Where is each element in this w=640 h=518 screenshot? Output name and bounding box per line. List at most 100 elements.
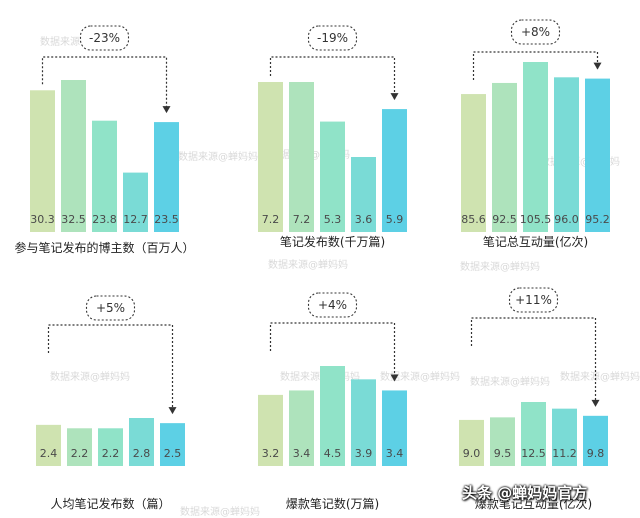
chart-watermark: 数据来源@蝉妈妈 xyxy=(560,370,640,383)
change-bracket xyxy=(41,56,168,113)
bar xyxy=(382,109,407,232)
change-bracket xyxy=(472,51,599,80)
bar xyxy=(61,80,86,232)
bottom-watermark: 头条 @蝉妈妈官方 xyxy=(462,484,588,502)
bar-value-label: 12.7 xyxy=(123,213,148,226)
bar xyxy=(92,120,117,232)
change-bracket xyxy=(269,322,396,381)
bar xyxy=(382,390,407,466)
change-value: -23% xyxy=(89,31,120,45)
bar xyxy=(583,415,608,466)
change-badge xyxy=(508,287,559,313)
change-value: -19% xyxy=(317,31,348,45)
bar xyxy=(490,417,515,466)
bar xyxy=(351,379,376,466)
bar-value-label: 23.8 xyxy=(92,213,117,226)
change-badge xyxy=(85,295,136,321)
chart-title: 爆款笔记数(万篇) xyxy=(286,496,379,511)
chart-watermark: 数据来源@蝉妈妈 xyxy=(178,150,258,163)
bar-value-label: 32.5 xyxy=(61,213,86,226)
change-value: +5% xyxy=(96,301,125,315)
bar-value-label: 3.9 xyxy=(355,447,373,460)
bar xyxy=(492,82,517,232)
chart-watermark: 数据来源@蝉妈妈 xyxy=(268,258,348,271)
bar-value-label: 85.6 xyxy=(461,213,486,226)
bar xyxy=(289,390,314,466)
change-arrow-head xyxy=(593,62,602,70)
change-badge xyxy=(307,292,358,318)
chart-title: 人均笔记发布数（篇） xyxy=(50,496,170,511)
change-badge xyxy=(307,25,358,51)
chart-title: 笔记发布数(千万篇) xyxy=(280,234,385,249)
bar xyxy=(585,78,610,232)
bar xyxy=(459,419,484,466)
bar-value-label: 2.8 xyxy=(133,447,151,460)
bar xyxy=(129,418,154,466)
bar-value-label: 2.5 xyxy=(164,447,182,460)
bar-value-label: 92.5 xyxy=(492,213,517,226)
change-value: +8% xyxy=(521,25,550,39)
bar xyxy=(554,77,579,232)
chart-watermark: 数据来源@蝉妈妈 xyxy=(180,505,260,518)
bar-value-label: 7.2 xyxy=(293,213,311,226)
bar xyxy=(320,121,345,232)
bar-value-label: 12.5 xyxy=(521,447,546,460)
chart-watermark: 数据来源@蝉妈妈 xyxy=(470,375,550,388)
chart-watermark: 数据来源@蝉妈妈 xyxy=(380,370,460,383)
bar xyxy=(351,157,376,232)
bar-value-label: 7.2 xyxy=(262,213,280,226)
bar-value-label: 3.2 xyxy=(262,447,280,460)
chart-watermark: 数据来源@蝉妈妈 xyxy=(50,370,130,383)
chart-panel-6: 数据来源@蝉妈妈 数据来源@蝉妈妈 9.0 9.5 12.5 11.2 9.8 +11% 爆款笔… xyxy=(459,287,640,511)
bar xyxy=(523,62,548,232)
bar-value-label: 11.2 xyxy=(552,447,577,460)
change-value: +4% xyxy=(318,298,347,312)
bar xyxy=(160,423,185,466)
change-badge xyxy=(510,19,561,45)
change-arrow-head xyxy=(390,374,399,382)
change-arrow-head xyxy=(591,399,600,407)
bar-value-label: 9.8 xyxy=(587,447,605,460)
bar-value-label: 2.4 xyxy=(40,447,58,460)
bar-value-label: 23.5 xyxy=(154,213,179,226)
chart-title: 笔记总互动量(亿次) xyxy=(483,234,588,249)
bar xyxy=(123,172,148,232)
bar-value-label: 30.3 xyxy=(30,213,55,226)
chart-title: 爆款笔记互动量(亿次) xyxy=(475,496,592,511)
chart-watermark: 数据来源@蝉妈妈 xyxy=(460,260,540,273)
change-arrow-head xyxy=(168,407,177,415)
bar xyxy=(289,82,314,232)
bar xyxy=(320,366,345,466)
change-bracket xyxy=(470,317,597,406)
bar xyxy=(30,90,55,232)
bar xyxy=(461,94,486,233)
bar-value-label: 9.5 xyxy=(494,447,512,460)
bar-value-label: 3.4 xyxy=(293,447,311,460)
change-arrow-head xyxy=(162,106,171,114)
change-value: +11% xyxy=(515,293,552,307)
chart-panel-2: 数据来源@蝉妈妈数据来源@蝉妈妈7.27.25.33.65.9-19%笔记发布数… xyxy=(258,25,407,271)
bar-value-label: 4.5 xyxy=(324,447,342,460)
bar xyxy=(552,408,577,466)
bar xyxy=(258,82,283,232)
bar-value-label: 5.9 xyxy=(386,213,404,226)
change-badge xyxy=(79,25,130,51)
bar-value-label: 95.2 xyxy=(585,213,610,226)
bar xyxy=(258,394,283,466)
bar-value-label: 105.5 xyxy=(520,213,552,226)
bar-value-label: 2.2 xyxy=(102,447,120,460)
bar xyxy=(154,122,179,232)
bar xyxy=(67,428,92,466)
chart-panel-5: 数据来源@蝉妈妈数据来源@蝉妈妈3.23.44.53.93.4+4%爆款笔记数(… xyxy=(258,292,460,511)
bar-value-label: 3.4 xyxy=(386,447,404,460)
bar xyxy=(36,424,61,466)
bar xyxy=(521,402,546,466)
bar-value-label: 2.2 xyxy=(71,447,89,460)
bar-value-label: 3.6 xyxy=(355,213,373,226)
bar-value-label: 96.0 xyxy=(554,213,579,226)
change-arrow-head xyxy=(390,93,399,101)
